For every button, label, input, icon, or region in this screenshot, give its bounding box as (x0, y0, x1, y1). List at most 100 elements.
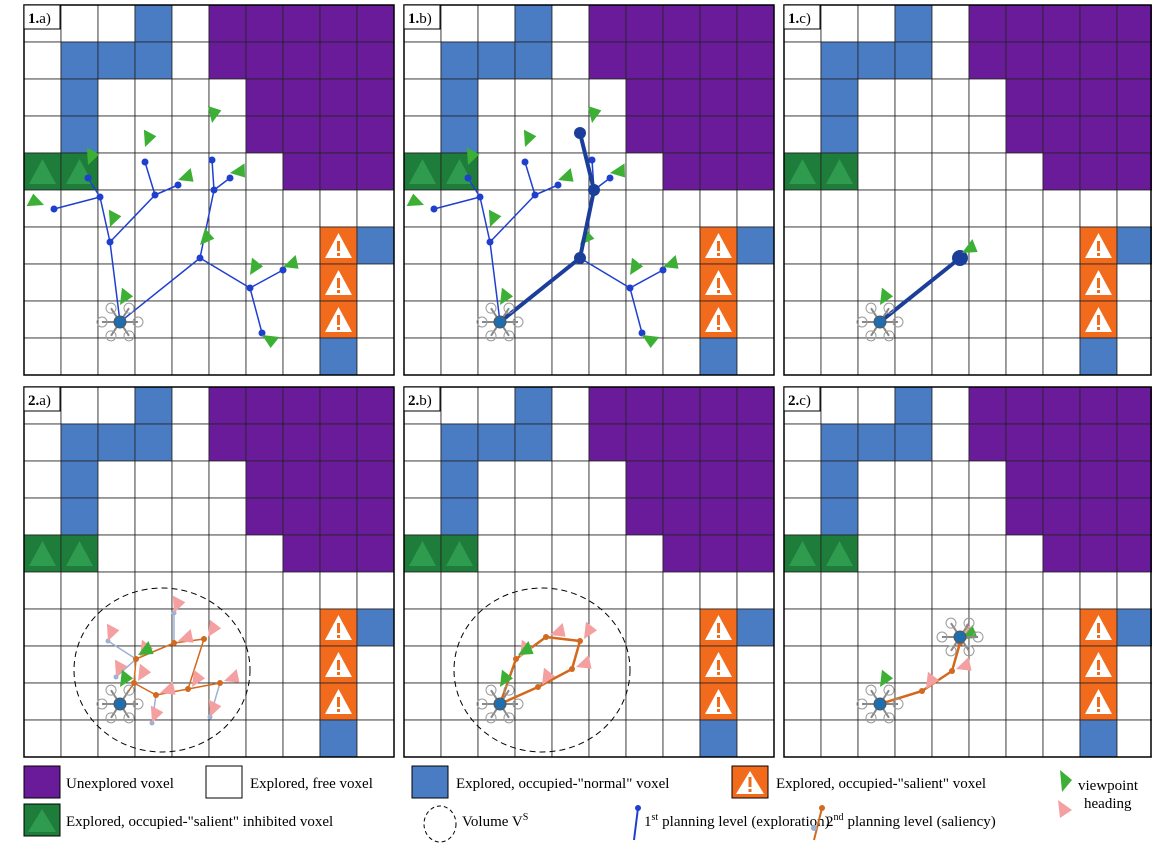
tree-node (107, 239, 114, 246)
drone-body (954, 631, 966, 643)
voxel (98, 387, 135, 424)
voxel (700, 5, 737, 42)
voxel (135, 79, 172, 116)
tree-node (175, 182, 182, 189)
voxel (357, 116, 394, 153)
voxel (515, 572, 552, 609)
voxel (552, 535, 589, 572)
voxel (320, 720, 357, 757)
panel-number: 1. (28, 11, 40, 27)
voxel (404, 683, 441, 720)
tree-node (152, 192, 159, 199)
voxel (61, 5, 98, 42)
salient-mark (1097, 660, 1100, 670)
voxel (98, 424, 135, 461)
voxel (1006, 387, 1043, 424)
voxel (969, 535, 1006, 572)
voxel (320, 498, 357, 535)
voxel (663, 535, 700, 572)
voxel (135, 42, 172, 79)
voxel (172, 498, 209, 535)
legend-volume-icon (424, 806, 456, 842)
legend-unexplored-swatch (24, 766, 60, 798)
voxel (1006, 572, 1043, 609)
voxel (821, 227, 858, 264)
voxel (821, 338, 858, 375)
saliency-node (131, 680, 137, 686)
voxel (784, 498, 821, 535)
voxel (663, 153, 700, 190)
voxel (932, 153, 969, 190)
voxel (98, 338, 135, 375)
legend-free-swatch (206, 766, 242, 798)
voxel (61, 498, 98, 535)
voxel (209, 42, 246, 79)
voxel (478, 498, 515, 535)
drone-body (874, 698, 886, 710)
voxel (1117, 5, 1152, 42)
voxel (858, 227, 895, 264)
voxel (700, 424, 737, 461)
voxel (626, 535, 663, 572)
voxel (98, 153, 135, 190)
legend-volume: Volume VS (462, 812, 528, 830)
voxel (1117, 116, 1152, 153)
voxel (737, 79, 774, 116)
voxel (858, 498, 895, 535)
voxel (663, 338, 700, 375)
voxel (478, 387, 515, 424)
voxel (283, 387, 320, 424)
voxel (589, 424, 626, 461)
voxel (1043, 461, 1080, 498)
salient-mark (337, 241, 340, 251)
voxel (932, 5, 969, 42)
voxel (1080, 461, 1117, 498)
voxel (895, 535, 932, 572)
voxel (663, 5, 700, 42)
salient-dot (337, 635, 340, 638)
voxel (858, 42, 895, 79)
voxel (552, 5, 589, 42)
voxel (283, 498, 320, 535)
voxel (1117, 461, 1152, 498)
voxel (441, 461, 478, 498)
tree-node (142, 159, 149, 166)
voxel (320, 338, 357, 375)
voxel (478, 79, 515, 116)
voxel (552, 79, 589, 116)
voxel (357, 387, 394, 424)
salient-dot (1097, 709, 1100, 712)
legend-level1-ordinal: 1 (644, 814, 652, 830)
voxel (246, 190, 283, 227)
voxel (932, 535, 969, 572)
voxel (478, 609, 515, 646)
voxel (1006, 535, 1043, 572)
saliency-node (919, 688, 925, 694)
voxel (1006, 227, 1043, 264)
voxel (552, 338, 589, 375)
saliency-node (153, 692, 159, 698)
voxel (61, 42, 98, 79)
voxel (283, 646, 320, 683)
voxel (552, 683, 589, 720)
voxel (172, 461, 209, 498)
voxel (1043, 683, 1080, 720)
voxel (969, 338, 1006, 375)
voxel (895, 5, 932, 42)
legend-volume-sup: S (523, 812, 529, 823)
voxel (357, 5, 394, 42)
legend-level1-text: planning level (exploration) (662, 814, 829, 830)
voxel (24, 572, 61, 609)
voxel (895, 227, 932, 264)
voxel (172, 190, 209, 227)
voxel (246, 116, 283, 153)
voxel (589, 301, 626, 338)
voxel (626, 227, 663, 264)
tree-node (280, 267, 287, 274)
voxel (357, 264, 394, 301)
salient-mark (717, 623, 720, 633)
voxel (858, 720, 895, 757)
voxel (98, 609, 135, 646)
voxel (515, 387, 552, 424)
salient-mark (1097, 278, 1100, 288)
